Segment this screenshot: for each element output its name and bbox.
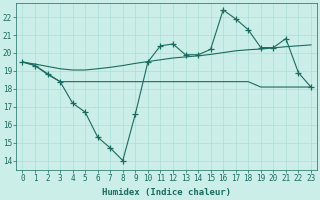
X-axis label: Humidex (Indice chaleur): Humidex (Indice chaleur) [102,188,231,197]
